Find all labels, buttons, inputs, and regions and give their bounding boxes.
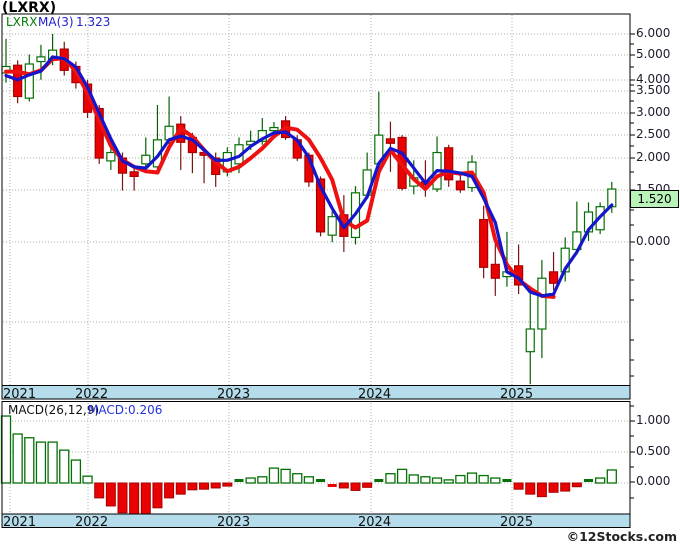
price-axis-label: 3.500	[636, 83, 671, 97]
macd-settings-label: MACD(26,12,9)	[8, 403, 100, 417]
legend-symbol: LXRX	[6, 15, 38, 29]
macd-axis-label: 1.000	[636, 413, 671, 427]
copyright-watermark: ©12Stocks.com	[566, 529, 677, 544]
year-label: 2023	[217, 514, 251, 530]
price-axis-label: 3.000	[636, 105, 671, 119]
year-label: 2022	[75, 514, 109, 530]
price-axis-label: 2.000	[636, 150, 671, 164]
price-axis-label: 2.500	[636, 127, 671, 141]
price-axis-label: 0.000	[636, 234, 671, 248]
legend-ma-value: 1.323	[76, 15, 111, 29]
year-label: 2023	[217, 386, 251, 402]
legend-ma-label: MA(3)	[38, 15, 74, 29]
year-label: 2021	[3, 386, 37, 402]
year-label: 2022	[75, 386, 109, 402]
price-axis-label: 4.000	[636, 72, 671, 86]
year-label: 2025	[500, 386, 534, 402]
macd-value-label: MACD:0.206	[88, 403, 163, 417]
macd-axis-label: 0.000	[636, 474, 671, 488]
price-axis-label: 6.000	[636, 26, 671, 40]
year-label: 2025	[500, 514, 534, 530]
macd-axis-label: 0.500	[636, 444, 671, 458]
year-label: 2024	[358, 514, 392, 530]
year-label: 2021	[3, 514, 37, 530]
year-label: 2024	[358, 386, 392, 402]
price-axis-label: 5.000	[636, 47, 671, 61]
page-title: (LXRX)	[2, 0, 57, 16]
last-price-badge: 1.520	[630, 190, 679, 208]
